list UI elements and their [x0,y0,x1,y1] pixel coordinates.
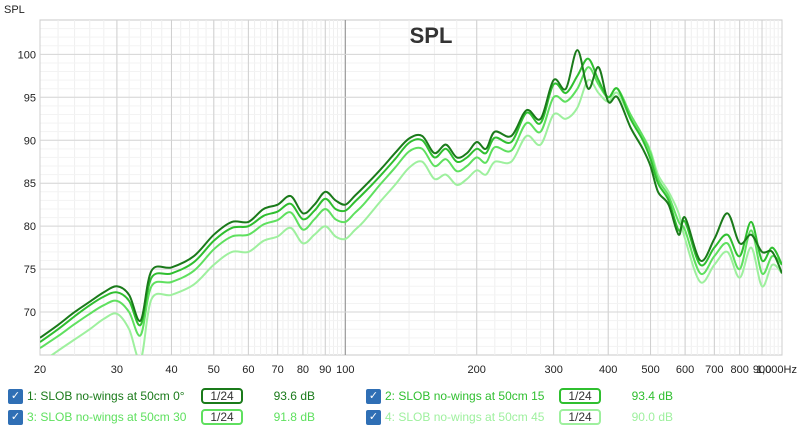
x-tick-label: 80 [297,364,309,376]
legend-item-4: ✓ 4: SLOB no-wings at 50cm 45 1/24 90.0 … [366,407,673,427]
y-tick-label: 80 [24,221,36,233]
y-tick-label: 90 [24,135,36,147]
x-tick-label: 70 [271,364,283,376]
x-tick-label: 300 [544,364,562,376]
legend-item-2: ✓ 2: SLOB no-wings at 50cm 15 1/24 93.4 … [366,386,673,406]
x-tick-label: 40 [165,364,177,376]
chart-title: SPL [410,23,453,48]
y-tick-label: 85 [24,178,36,190]
y-tick-label: 70 [24,307,36,319]
series-line-4 [50,78,782,355]
x-tick-label: 200 [468,364,486,376]
legend-value-1: 93.6 dB [273,389,315,403]
grid [39,20,783,355]
smoothing-value-2: 1/24 [568,389,592,403]
legend-value-2: 93.4 dB [631,389,673,403]
smoothing-button-3[interactable]: 1/24 [201,409,243,425]
legend-item-1: ✓ 1: SLOB no-wings at 50cm 0° 1/24 93.6 … [8,386,315,406]
x-tick-label: 1,000Hz [756,364,797,376]
x-tick-label: 900 [753,364,771,376]
smoothing-value-4: 1/24 [568,410,592,424]
x-tick-label: 500 [641,364,659,376]
smoothing-button-4[interactable]: 1/24 [559,409,601,425]
y-tick-label: 75 [24,264,36,276]
smoothing-button-2[interactable]: 1/24 [559,388,601,404]
y-tick-label: 95 [24,92,36,104]
checkbox-series-3[interactable]: ✓ [8,409,23,425]
series-line-3 [40,66,782,349]
legend-label-3: 3: SLOB no-wings at 50cm 30 [27,410,187,424]
x-tick-label: 600 [676,364,694,376]
x-tick-label: 20 [34,364,46,376]
y-tick-label: 100 [18,49,36,61]
series-lines [40,49,782,355]
legend-value-4: 90.0 dB [631,410,673,424]
checkbox-series-1[interactable]: ✓ [8,388,23,404]
series-line-2 [40,57,782,343]
legend-value-3: 91.8 dB [273,410,315,424]
x-tick-label: 700 [705,364,723,376]
legend-label-1: 1: SLOB no-wings at 50cm 0° [27,389,185,403]
x-tick-label: 30 [111,364,123,376]
smoothing-value-1: 1/24 [210,389,234,403]
x-tick-label: 400 [599,364,617,376]
legend: ✓ 1: SLOB no-wings at 50cm 0° 1/24 93.6 … [0,384,800,429]
y-axis-ticks: 70 75 80 85 90 95 100 [18,49,36,319]
spl-chart: 20 30 40 50 60 70 80 90 100 200 300 400 500 600 700 800… [4,4,797,376]
x-tick-label: 100 [336,364,354,376]
smoothing-value-3: 1/24 [210,410,234,424]
x-tick-label: 90 [319,364,331,376]
x-tick-label: 50 [208,364,220,376]
smoothing-button-1[interactable]: 1/24 [201,388,243,404]
legend-item-3: ✓ 3: SLOB no-wings at 50cm 30 1/24 91.8 … [8,407,315,427]
y-axis-label: SPL [4,4,25,16]
x-tick-label: 800 [730,364,748,376]
x-axis-ticks: 20 30 40 50 60 70 80 90 100 200 300 400 500 600 700 800… [34,364,797,376]
x-tick-label: 60 [242,364,254,376]
series-line-1 [40,49,782,339]
checkbox-series-2[interactable]: ✓ [366,388,381,404]
legend-label-2: 2: SLOB no-wings at 50cm 15 [385,389,545,403]
legend-label-4: 4: SLOB no-wings at 50cm 45 [385,410,545,424]
checkbox-series-4[interactable]: ✓ [366,409,381,425]
